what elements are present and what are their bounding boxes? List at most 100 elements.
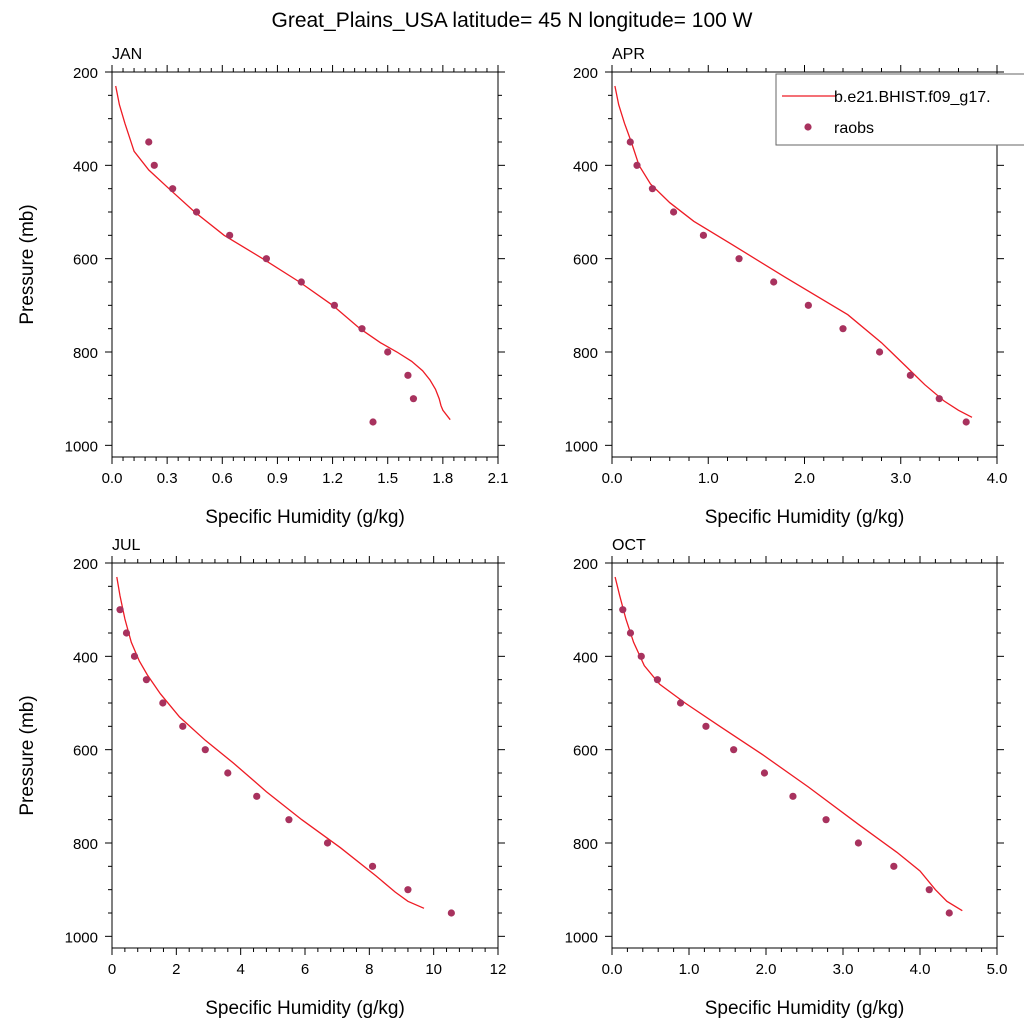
raobs-point [699,231,708,239]
raobs-point [735,255,743,263]
x-axis-label: Specific Humidity (g/kg) [705,998,905,1019]
legend-box [775,73,1024,146]
y-tick-label: 1000 [565,929,598,946]
y-tick-label: 200 [73,65,98,82]
raobs-point [150,161,158,169]
x-tick-label: 2.1 [488,470,509,487]
raobs-point [906,371,914,379]
raobs-point [789,792,797,800]
raobs-point [262,255,270,263]
panel-title: OCT [612,537,646,554]
panel-title: JUL [112,537,141,554]
x-axis-label: Specific Humidity (g/kg) [205,507,405,528]
raobs-point [653,676,662,684]
x-axis-label: Specific Humidity (g/kg) [705,507,905,528]
x-tick-label: 0.9 [267,470,288,487]
plot-frame [611,562,998,949]
raobs-point [122,629,131,637]
y-tick-label: 600 [573,252,598,269]
y-tick-label: 200 [73,556,98,573]
raobs-point [409,395,418,403]
raobs-point [330,301,339,309]
raobs-point [770,278,778,286]
raobs-point [626,629,635,637]
raobs-point [404,371,412,379]
x-tick-label: 4.0 [987,470,1008,487]
y-tick-label: 600 [73,252,98,269]
raobs-point [670,208,678,216]
y-tick-label: 800 [573,345,598,362]
raobs-point [179,722,187,730]
raobs-point [447,909,455,917]
panel-apr: 0.0 1.0 2.0 3.0 4.0 200 400 600 800 1000 APR Specif… [565,46,1008,528]
y-tick-label: 200 [573,556,598,573]
y-tick-label: 600 [73,743,98,760]
x-axis-label: Specific Humidity (g/kg) [205,998,405,1019]
y-axis-label: Pressure (mb) [17,204,38,324]
y-tick-label: 800 [573,836,598,853]
y-tick-label: 800 [73,836,98,853]
plot-frame [111,562,499,949]
model-line-series [614,85,973,418]
legend-obs-label: raobs [834,120,874,137]
x-tick-label: 3.0 [833,961,854,978]
y-tick-label: 800 [73,345,98,362]
raobs-point [962,418,970,426]
raobs-point [633,161,641,169]
x-tick-label: 2.0 [794,470,815,487]
raobs-point [637,652,645,660]
x-tick-label: 1.8 [432,470,453,487]
raobs-point [760,769,769,777]
raobs-point [676,699,685,707]
x-tick-label: 0.0 [602,470,623,487]
figure-title: Great_Plains_USA latitude= 45 N longitud… [272,9,753,32]
raobs-point [224,769,232,777]
raobs-point [226,231,234,239]
y-tick-label: 400 [73,158,98,175]
panel-jul: 0 2 4 6 8 10 12 200 400 600 800 1000 JUL Specific Hum… [17,537,506,1019]
raobs-point [142,676,151,684]
legend-obs-swatch [804,123,812,131]
raobs-point [145,138,153,146]
raobs-point [201,746,209,754]
raobs-point [730,746,738,754]
raobs-point [159,699,167,707]
panel-oct: 0.0 1.0 2.0 3.0 4.0 5.0 200 400 600 800 1000 OCT Spe… [565,537,1008,1019]
legend: b.e21.BHIST.f09_g17.raobs [775,73,1024,146]
raobs-point [358,325,366,333]
x-tick-label: 1.2 [322,470,343,487]
x-tick-label: 4 [236,961,244,978]
y-tick-label: 200 [573,65,598,82]
panel-jan: 0.0 0.3 0.6 0.9 1.2 1.5 1.8 2.1 200 400 600 800 1000… [17,46,508,528]
panels: 0.0 0.3 0.6 0.9 1.2 1.5 1.8 2.12004006008001000… [17,46,1024,1019]
panel-title: APR [612,46,645,63]
y-tick-label: 1000 [65,438,98,455]
model-line-series [614,576,963,912]
raobs-point [619,606,627,614]
x-tick-label: 12 [490,961,507,978]
y-axis-label: Pressure (mb) [17,695,38,815]
x-tick-label: 0.0 [102,470,123,487]
y-tick-label: 400 [573,649,598,666]
x-tick-label: 4.0 [910,961,931,978]
x-tick-label: 3.0 [890,470,911,487]
raobs-point [822,816,830,824]
x-tick-label: 1.0 [679,961,700,978]
raobs-point [369,418,377,426]
raobs-point [890,862,898,870]
legend-model-label: b.e21.BHIST.f09_g17. [834,89,991,106]
y-tick-label: 1000 [565,438,598,455]
raobs-point [925,886,933,894]
plot-frame [111,71,499,458]
raobs-point [253,792,261,800]
x-tick-label: 6 [301,961,309,978]
raobs-point [945,909,953,917]
y-tick-label: 400 [73,649,98,666]
x-tick-label: 0 [108,961,116,978]
y-tick-label: 400 [573,158,598,175]
raobs-point [839,325,847,333]
model-line-series [116,576,425,909]
raobs-point [384,348,392,356]
raobs-point [804,301,812,309]
